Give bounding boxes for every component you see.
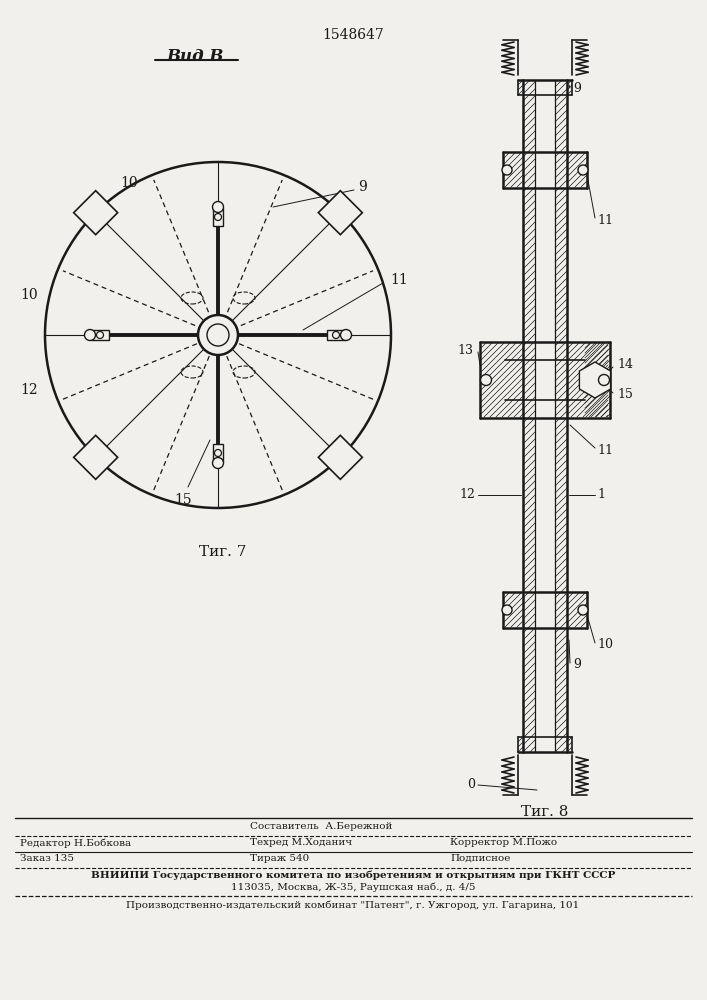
Text: 9: 9 bbox=[358, 180, 367, 194]
Circle shape bbox=[502, 605, 512, 615]
Text: 12: 12 bbox=[459, 488, 475, 502]
Circle shape bbox=[332, 332, 339, 338]
Circle shape bbox=[214, 450, 221, 456]
Circle shape bbox=[207, 324, 229, 346]
Text: Заказ 135: Заказ 135 bbox=[20, 854, 74, 863]
Text: 11: 11 bbox=[597, 444, 613, 456]
Circle shape bbox=[84, 330, 95, 340]
Circle shape bbox=[213, 201, 223, 212]
Text: 15: 15 bbox=[174, 493, 192, 507]
Text: 1548647: 1548647 bbox=[322, 28, 384, 42]
Circle shape bbox=[481, 374, 491, 385]
Text: Корректор М.Пожо: Корректор М.Пожо bbox=[450, 838, 557, 847]
Circle shape bbox=[578, 165, 588, 175]
Circle shape bbox=[599, 374, 609, 385]
Text: ВНИИПИ Государственного комитета по изобретениям и открытиям при ГКНТ СССР: ВНИИПИ Государственного комитета по изоб… bbox=[90, 870, 615, 880]
Circle shape bbox=[213, 458, 223, 469]
Bar bbox=[327, 330, 345, 340]
Bar bbox=[213, 444, 223, 462]
Text: Редактор Н.Бобкова: Редактор Н.Бобкова bbox=[20, 838, 131, 848]
Text: 15: 15 bbox=[617, 388, 633, 401]
Text: Подписное: Подписное bbox=[450, 854, 510, 863]
Text: 1: 1 bbox=[597, 488, 605, 502]
Text: 11: 11 bbox=[597, 214, 613, 227]
Text: Тираж 540: Тираж 540 bbox=[250, 854, 309, 863]
Circle shape bbox=[578, 605, 588, 615]
Circle shape bbox=[214, 214, 221, 221]
Circle shape bbox=[198, 315, 238, 355]
Text: 11: 11 bbox=[390, 273, 408, 287]
Text: Τиг. 8: Τиг. 8 bbox=[521, 805, 568, 819]
Text: Вид В: Вид В bbox=[166, 48, 223, 65]
Text: 113035, Москва, Ж-35, Раушская наб., д. 4/5: 113035, Москва, Ж-35, Раушская наб., д. … bbox=[230, 883, 475, 892]
Text: 14: 14 bbox=[617, 359, 633, 371]
Text: 10: 10 bbox=[597, 639, 613, 652]
Text: 0: 0 bbox=[467, 778, 475, 792]
Text: 9: 9 bbox=[573, 658, 581, 672]
Text: 13: 13 bbox=[457, 344, 473, 357]
Text: 10: 10 bbox=[21, 288, 38, 302]
Text: 10: 10 bbox=[120, 176, 138, 190]
Text: Производственно-издательский комбинат "Патент", г. Ужгород, ул. Гагарина, 101: Производственно-издательский комбинат "П… bbox=[127, 900, 580, 910]
Text: Техред М.Ходанич: Техред М.Ходанич bbox=[250, 838, 352, 847]
Circle shape bbox=[502, 165, 512, 175]
Text: Составитель  А.Бережной: Составитель А.Бережной bbox=[250, 822, 392, 831]
Text: 12: 12 bbox=[21, 383, 38, 397]
Text: 9: 9 bbox=[573, 82, 581, 95]
Bar bbox=[213, 208, 223, 226]
Circle shape bbox=[96, 332, 103, 338]
Bar bbox=[91, 330, 109, 340]
Circle shape bbox=[341, 330, 351, 340]
Text: Τиг. 7: Τиг. 7 bbox=[199, 545, 247, 559]
